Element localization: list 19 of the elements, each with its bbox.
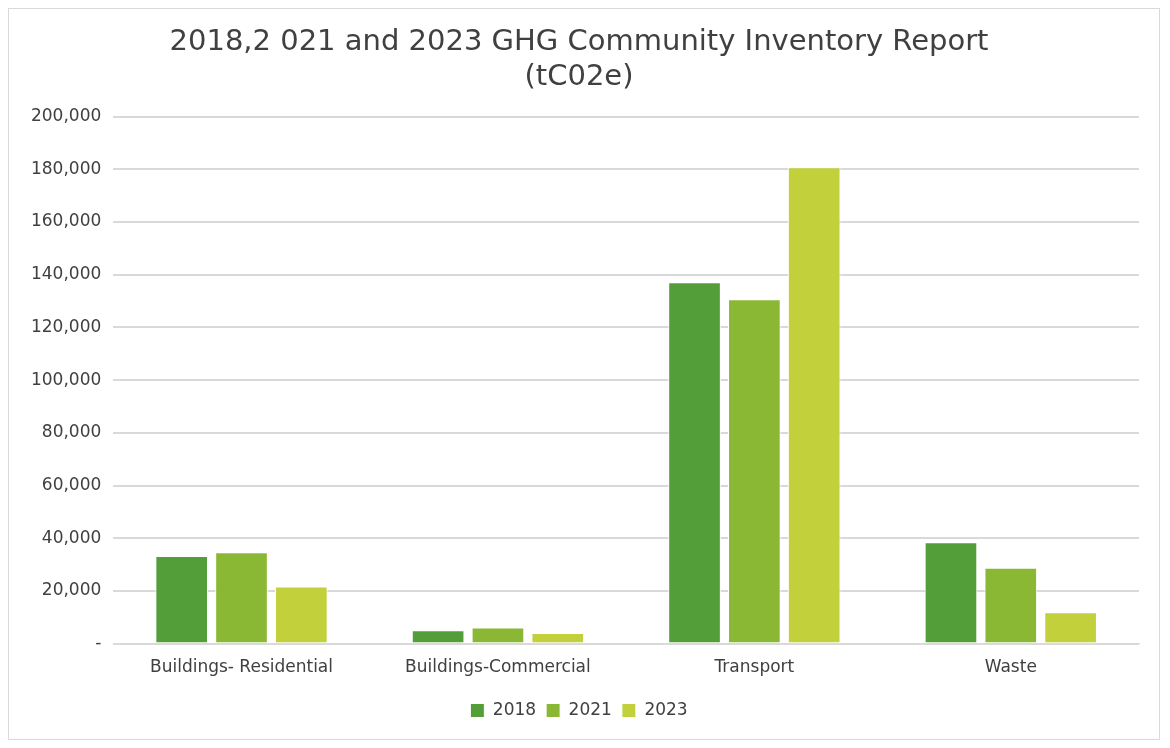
chart-title: 2018,2 021 and 2023 GHG Community Inventory Report (tC02e) [169, 22, 989, 92]
x-tick-label: Waste [984, 656, 1037, 677]
y-tick-label: 180,000 [30, 157, 102, 178]
y-tick-label: 60,000 [41, 473, 102, 494]
y-tick-label: 140,000 [30, 263, 102, 284]
y-tick-label: 40,000 [41, 526, 102, 547]
y-tick-label: 120,000 [30, 315, 102, 336]
y-tick-label: 160,000 [30, 210, 102, 231]
y-tick-label: 100,000 [30, 368, 102, 389]
legend-label: 2023 [644, 698, 688, 719]
legend-label: 2021 [568, 698, 612, 719]
legend-label: 2018 [492, 698, 537, 719]
x-tick-label: Transport [713, 656, 795, 677]
y-tick-label: 80,000 [41, 421, 102, 442]
x-tick-label: Buildings-Commercial [405, 656, 591, 677]
y-tick-label: 200,000 [30, 105, 102, 126]
x-tick-label: Buildings- Residential [150, 656, 334, 677]
y-tick-label: - [95, 632, 102, 653]
y-tick-label: 20,000 [41, 579, 102, 600]
